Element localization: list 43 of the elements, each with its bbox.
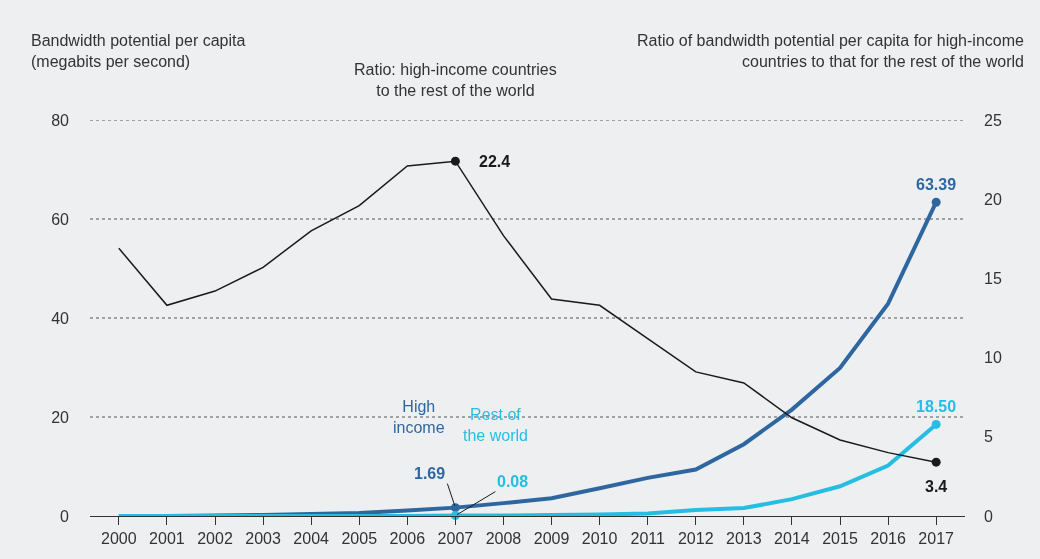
x-tick-label: 2010 <box>581 530 618 548</box>
x-tick-label: 2005 <box>341 530 378 548</box>
text: High income <box>393 398 445 436</box>
y2-tick-label: 25 <box>984 111 1002 129</box>
x-tick-label: 2003 <box>245 530 281 548</box>
x-tick-label: 2000 <box>101 530 137 548</box>
y2-axis-title: Ratio of bandwidth potential per capita for high-income countries to that for the rest of the world <box>637 32 1024 70</box>
data-label: 1.69 <box>414 465 446 482</box>
data-label: 22.4 <box>479 153 511 170</box>
x-tick-label: 2015 <box>822 530 858 548</box>
y2-tick-label: 10 <box>984 349 1002 367</box>
x-tick-label: 2004 <box>293 530 330 548</box>
x-tick-label: 2007 <box>437 530 474 548</box>
y-tick-label: 60 <box>51 210 70 228</box>
y-tick-label: 0 <box>60 507 70 525</box>
x-tick-label: 2006 <box>389 530 426 548</box>
y-tick-label: 20 <box>51 408 70 426</box>
text: Rest of the world <box>463 406 528 444</box>
y2-tick-label: 20 <box>984 190 1002 208</box>
x-tick-label: 2013 <box>726 530 762 548</box>
y2-tick-label: 5 <box>984 428 993 446</box>
point <box>931 419 941 429</box>
x-tick-label: 2001 <box>149 530 185 548</box>
x-tick-label: 2014 <box>774 530 810 548</box>
x-tick-label: 2017 <box>918 530 955 548</box>
data-label: 63.39 <box>916 176 957 193</box>
point <box>450 503 460 513</box>
y-axis-title: Bandwidth potential per capita (megabits per second) <box>31 32 246 70</box>
data-label: 18.50 <box>916 398 957 415</box>
point <box>931 197 941 207</box>
data-label: 3.4 <box>925 478 948 495</box>
data-label: 0.08 <box>497 473 529 490</box>
text: Ratio: high-income countries to the rest of the world <box>354 61 557 99</box>
x-tick-label: 2008 <box>485 530 522 548</box>
y-tick-label: 40 <box>51 309 70 327</box>
x-tick-label: 2011 <box>630 530 665 548</box>
y-tick-label: 80 <box>51 111 70 129</box>
x-tick-label: 2009 <box>533 530 570 548</box>
x-tick-label: 2012 <box>677 530 714 548</box>
y2-tick-label: 0 <box>984 507 993 525</box>
x-tick-label: 2016 <box>870 530 906 548</box>
x-tick-label: 2002 <box>197 530 233 548</box>
y2-tick-label: 15 <box>984 270 1002 287</box>
